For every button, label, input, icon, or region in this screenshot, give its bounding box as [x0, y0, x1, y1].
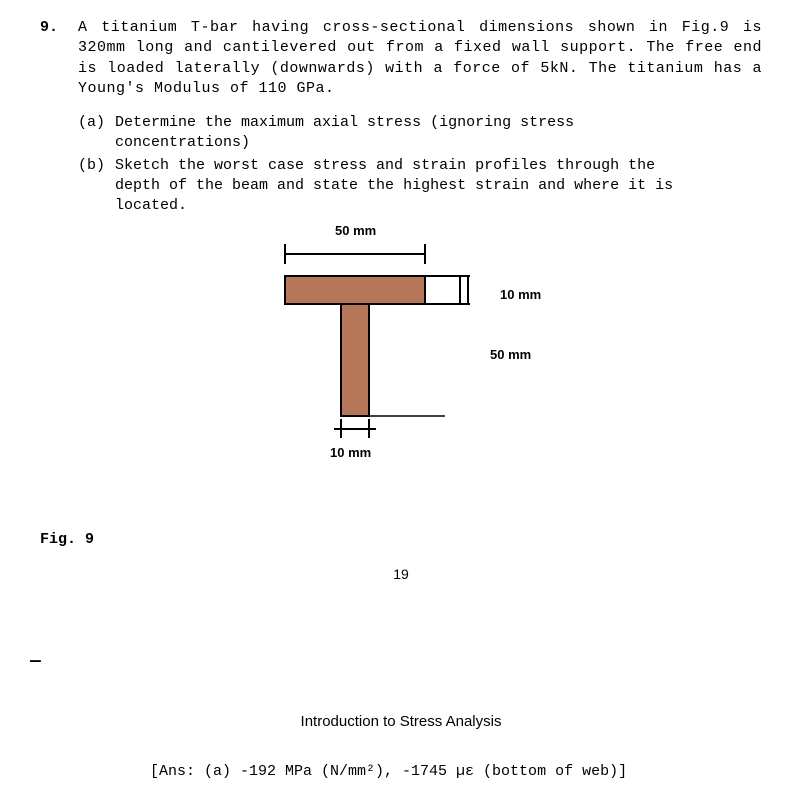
subq-b-text: Sketch the worst case stress and strain … [115, 156, 685, 217]
answer-line: [Ans: (a) -192 MPa (N/mm²), -1745 µε (bo… [150, 762, 627, 782]
t-bar-svg [270, 216, 530, 446]
stray-dash: — [30, 650, 41, 674]
page-number: 19 [0, 565, 802, 584]
page: 9. A titanium T-bar having cross-section… [0, 0, 802, 792]
figure-caption: Fig. 9 [40, 530, 94, 550]
question-number: 9. [40, 18, 58, 38]
dim-label-bottom: 10 mm [330, 444, 371, 462]
subquestion-a: (a) Determine the maximum axial stress (… [78, 113, 762, 154]
subq-a-text: Determine the maximum axial stress (igno… [115, 113, 685, 154]
footer-title: Introduction to Stress Analysis [0, 712, 802, 732]
question-body: A titanium T-bar having cross-sectional … [78, 18, 762, 99]
figure-9: 50 mm 10 mm 50 mm 10 mm [40, 216, 762, 496]
subquestion-b: (b) Sketch the worst case stress and str… [78, 156, 762, 217]
subq-a-label: (a) [78, 113, 106, 133]
question-block: 9. A titanium T-bar having cross-section… [40, 18, 762, 216]
subq-b-label: (b) [78, 156, 106, 176]
